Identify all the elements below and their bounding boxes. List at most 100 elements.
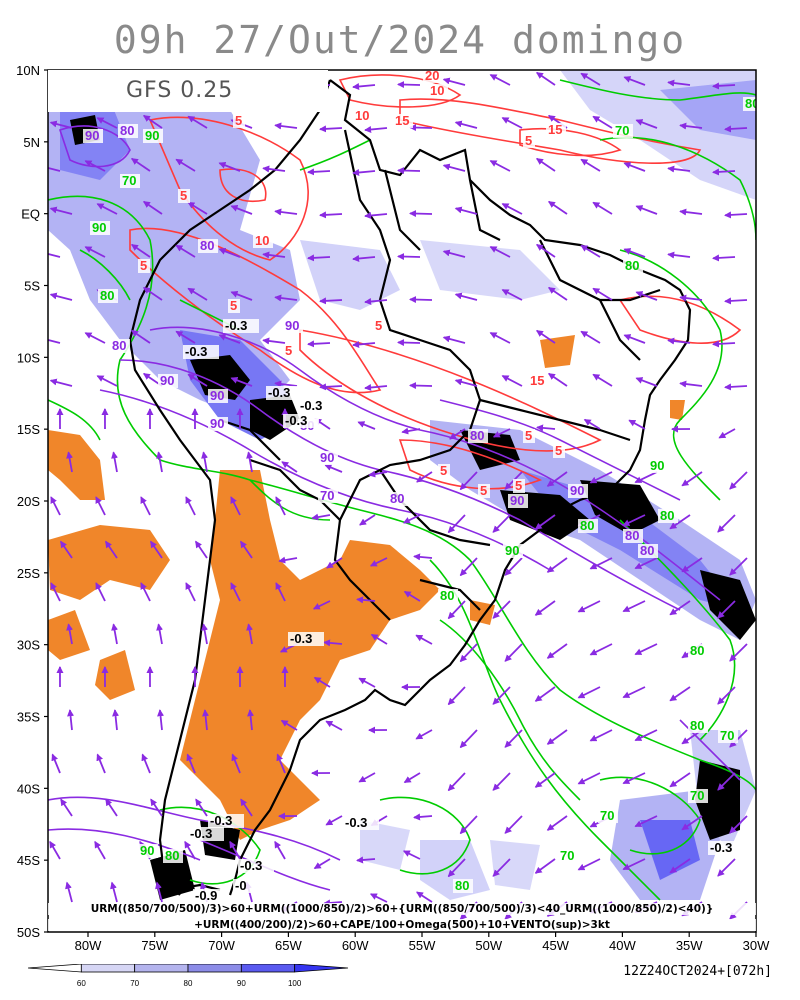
wind-arrow xyxy=(369,557,388,567)
legend-caption-line1: URM((850/700/500)/3)>60+URM((1000/850)/2… xyxy=(48,903,756,915)
contour-label-bg xyxy=(208,814,244,828)
wind-arrow xyxy=(622,858,646,871)
colorbar-tick-label: 70 xyxy=(130,979,139,988)
wind-arrow xyxy=(184,840,196,860)
contour-label: 70 xyxy=(720,728,734,743)
wind-arrow xyxy=(583,418,601,430)
contour-label-bg xyxy=(568,484,588,498)
wind-arrow xyxy=(547,372,568,387)
wind-arrow xyxy=(364,212,388,219)
wind-arrow xyxy=(622,772,646,785)
wind-arrow xyxy=(589,557,613,570)
wind-arrow xyxy=(67,709,75,731)
lat-label: 25S xyxy=(17,566,40,581)
wind-arrow xyxy=(577,600,601,613)
contour-label: 5 xyxy=(555,443,562,458)
legend-caption-line2: +URM((400/200)/2)>60+CAPE/100+Omega(500)… xyxy=(48,919,756,931)
wind-arrow xyxy=(356,596,376,604)
contour-label: 5 xyxy=(375,318,382,333)
colorbar-segment xyxy=(294,964,349,973)
contour-label: 90 xyxy=(85,128,99,143)
contour-label: -0.3 xyxy=(290,631,312,646)
wind-arrow xyxy=(580,72,601,86)
contour-label: 5 xyxy=(235,113,242,128)
wind-arrow xyxy=(504,729,523,748)
contour-label-bg xyxy=(438,589,458,603)
lon-label: 60W xyxy=(342,938,369,953)
wind-arrow xyxy=(307,254,331,262)
wind-arrow xyxy=(364,126,388,133)
lat-label: 15S xyxy=(17,422,40,437)
map-title: 09h 27/Out/2024 domingo xyxy=(113,18,687,62)
contour-label: 20 xyxy=(425,68,439,83)
wind-arrow xyxy=(622,600,646,613)
wind-arrow xyxy=(130,329,151,344)
colorbar-tick-label: 100 xyxy=(288,979,302,988)
contour-label: 90 xyxy=(650,458,664,473)
wind-arrow xyxy=(501,117,523,129)
colorbar-tick-label: 60 xyxy=(77,979,86,988)
contour-label-bg xyxy=(428,84,448,98)
wind-arrow xyxy=(397,167,421,175)
contour-label-bg xyxy=(120,174,140,188)
wind-arrow xyxy=(175,244,196,258)
contour-label-bg xyxy=(138,844,158,858)
wind-arrow xyxy=(66,623,74,645)
contour-label-bg xyxy=(118,124,138,138)
contour-label-bg xyxy=(613,124,633,138)
wind-arrow xyxy=(492,514,511,533)
wind-arrow xyxy=(194,540,208,559)
colorbar-segment xyxy=(28,964,82,973)
contour-label: 15 xyxy=(530,373,544,388)
wind-arrow xyxy=(281,461,298,473)
wind-arrow xyxy=(717,600,736,619)
wind-arrow xyxy=(313,676,331,688)
lat-label: 10S xyxy=(17,350,40,365)
wind-arrow xyxy=(459,557,478,577)
coastline-layer xyxy=(128,79,692,896)
wind-arrow xyxy=(492,428,511,438)
wind-arrow xyxy=(397,339,421,347)
contour-label: 5 xyxy=(525,428,532,443)
wind-arrow xyxy=(187,201,208,215)
wind-arrow xyxy=(359,514,376,526)
wind-arrow xyxy=(313,858,331,870)
wind-arrow xyxy=(729,557,748,576)
lon-label: 55W xyxy=(409,938,436,953)
contour-label-bg xyxy=(523,134,535,148)
wind-arrow xyxy=(535,329,556,344)
wind-arrow xyxy=(323,639,343,647)
contour-label: -0.3 xyxy=(345,815,367,830)
contour-label: 90 xyxy=(145,128,159,143)
wind-arrow xyxy=(95,582,106,602)
wind-arrow xyxy=(274,294,298,302)
longitude-labels: 80W 75W 70W 65W 60W 55W 50W 45W 40W 35W 30W xyxy=(75,932,770,953)
wind-arrow xyxy=(547,200,568,215)
wind-arrow xyxy=(51,753,61,774)
wind-arrow xyxy=(635,205,658,215)
wind-arrow xyxy=(276,753,286,774)
contour-label: 80 xyxy=(100,288,114,303)
wind-arrow xyxy=(447,514,466,534)
wind-arrow xyxy=(592,201,613,215)
contour-label: 10 xyxy=(355,108,369,123)
wind-arrow xyxy=(95,496,106,516)
wind-arrow xyxy=(501,203,523,215)
wind-arrow xyxy=(278,556,298,564)
contour-label-bg xyxy=(188,827,224,841)
lon-label: 40W xyxy=(609,938,636,953)
wind-arrow xyxy=(580,158,601,172)
wind-arrow xyxy=(111,623,119,645)
wind-arrow xyxy=(669,858,691,874)
contour-label-bg xyxy=(223,319,259,333)
wind-arrow xyxy=(230,582,241,602)
wind-arrow xyxy=(447,686,466,706)
wind-arrow xyxy=(635,291,658,301)
contour-label-bg xyxy=(558,849,578,863)
wind-arrow xyxy=(667,251,691,259)
contour-label: -0 xyxy=(235,878,247,893)
contour-label: 5 xyxy=(480,483,487,498)
contour-label-bg xyxy=(158,374,178,388)
contour-label-bg xyxy=(528,374,548,388)
